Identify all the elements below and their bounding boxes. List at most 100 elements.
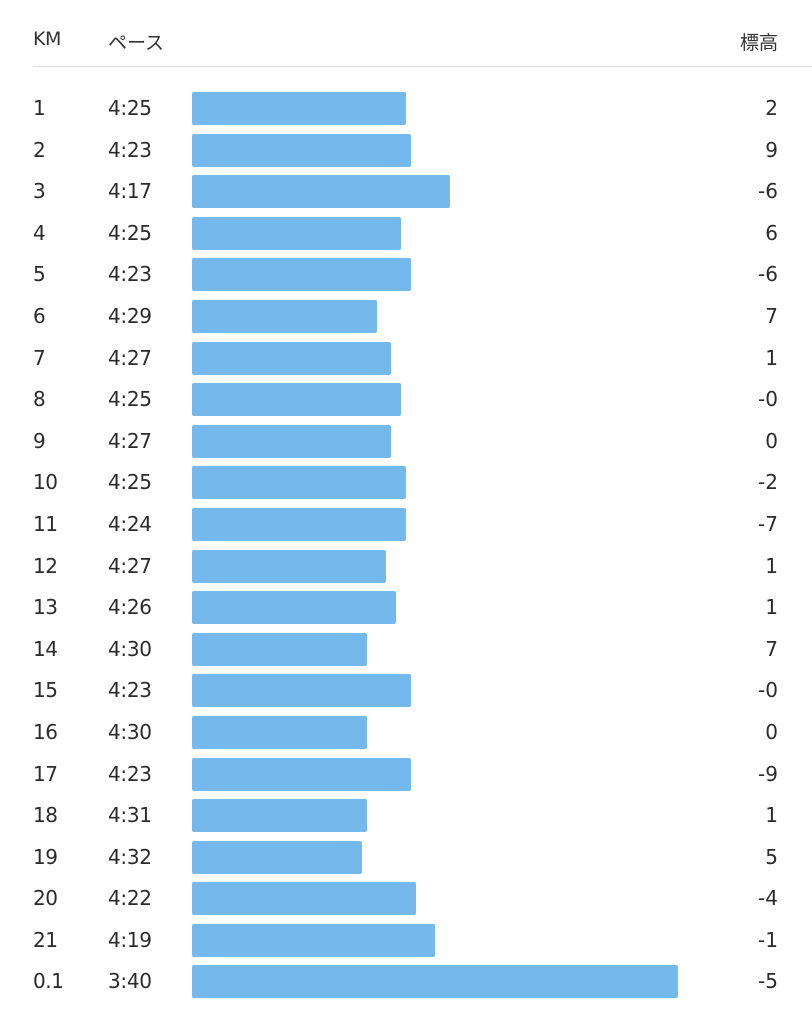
split-elevation: 7 (765, 303, 778, 328)
pace-bar (192, 674, 411, 708)
split-pace: 4:30 (108, 636, 152, 661)
split-row: 2 4:23 9 (0, 129, 812, 171)
split-pace: 4:19 (108, 927, 152, 952)
split-km: 16 (33, 719, 58, 744)
split-elevation: -1 (758, 927, 778, 952)
split-row: 19 4:32 5 (0, 836, 812, 878)
split-km: 15 (33, 678, 58, 703)
split-km: 13 (33, 595, 58, 620)
split-pace: 4:26 (108, 595, 152, 620)
split-km: 2 (33, 137, 46, 162)
split-row: 16 4:30 0 (0, 711, 812, 753)
header-divider (33, 66, 812, 67)
split-row: 15 4:23 -0 (0, 669, 812, 711)
split-pace: 4:23 (108, 678, 152, 703)
pace-bar (192, 133, 411, 167)
split-row: 1 4:25 2 (0, 87, 812, 129)
split-pace: 3:40 (108, 969, 152, 994)
split-row: 3 4:17 -6 (0, 170, 812, 212)
split-pace: 4:30 (108, 719, 152, 744)
pace-bar (192, 757, 411, 791)
split-elevation: -7 (758, 511, 778, 536)
split-row: 18 4:31 1 (0, 794, 812, 836)
split-elevation: 7 (765, 636, 778, 661)
pace-bar (192, 840, 362, 874)
split-km: 20 (33, 886, 58, 911)
split-elevation: 5 (765, 844, 778, 869)
km-column-header: KM (33, 28, 61, 50)
split-row: 6 4:29 7 (0, 295, 812, 337)
split-elevation: -5 (758, 969, 778, 994)
split-elevation: 1 (765, 553, 778, 578)
split-row: 11 4:24 -7 (0, 503, 812, 545)
split-elevation: 0 (765, 719, 778, 744)
split-elevation: 1 (765, 803, 778, 828)
pace-bar (192, 92, 406, 125)
split-elevation: 6 (765, 220, 778, 245)
pace-bar (192, 341, 391, 375)
split-row: 12 4:27 1 (0, 545, 812, 587)
split-elevation: -6 (758, 179, 778, 204)
split-km: 17 (33, 761, 58, 786)
split-pace: 4:22 (108, 886, 152, 911)
pace-bar (192, 424, 391, 458)
split-pace: 4:25 (108, 470, 152, 495)
pace-bar (192, 632, 367, 666)
split-km: 14 (33, 636, 58, 661)
splits-header: KM ペース 標高 (0, 0, 812, 67)
pace-bar (192, 923, 435, 957)
split-row: 8 4:25 -0 (0, 378, 812, 420)
split-km: 8 (33, 387, 46, 412)
split-row: 4 4:25 6 (0, 212, 812, 254)
split-km: 4 (33, 220, 46, 245)
pace-bar (192, 882, 416, 916)
split-pace: 4:24 (108, 511, 152, 536)
splits-list: 1 4:25 2 2 4:23 9 3 4:17 -6 4 4:25 6 5 4:23 -6 6 4:29 7 7 4… (0, 87, 812, 1002)
elevation-column-header: 標高 (739, 32, 778, 54)
split-elevation: -0 (758, 678, 778, 703)
split-elevation: -2 (758, 470, 778, 495)
split-row: 13 4:26 1 (0, 586, 812, 628)
split-km: 10 (33, 470, 58, 495)
pace-bar (192, 715, 367, 749)
split-pace: 4:27 (108, 553, 152, 578)
split-row: 20 4:22 -4 (0, 877, 812, 919)
pace-bar (192, 507, 406, 541)
split-row: 5 4:23 -6 (0, 253, 812, 295)
split-row: 0.1 3:40 -5 (0, 960, 812, 1002)
split-pace: 4:31 (108, 803, 152, 828)
split-row: 14 4:30 7 (0, 628, 812, 670)
split-pace: 4:25 (108, 387, 152, 412)
split-km: 18 (33, 803, 58, 828)
split-row: 10 4:25 -2 (0, 461, 812, 503)
pace-bar (192, 965, 678, 999)
split-pace: 4:25 (108, 220, 152, 245)
split-pace: 4:23 (108, 262, 152, 287)
pace-bar (192, 591, 396, 625)
pace-bar (192, 799, 367, 833)
split-km: 12 (33, 553, 58, 578)
split-elevation: -4 (758, 886, 778, 911)
split-elevation: 9 (765, 137, 778, 162)
pace-bar (192, 549, 386, 583)
split-row: 7 4:27 1 (0, 337, 812, 379)
split-pace: 4:25 (108, 96, 152, 120)
split-pace: 4:27 (108, 345, 152, 370)
split-elevation: 2 (765, 96, 778, 120)
split-km: 19 (33, 844, 58, 869)
split-km: 21 (33, 927, 58, 952)
split-pace: 4:27 (108, 428, 152, 453)
split-km: 1 (33, 96, 46, 120)
split-elevation: 1 (765, 595, 778, 620)
split-pace: 4:17 (108, 179, 152, 204)
pace-bar (192, 258, 411, 292)
pace-bar (192, 216, 401, 250)
split-elevation: -6 (758, 262, 778, 287)
split-elevation: -9 (758, 761, 778, 786)
split-pace: 4:32 (108, 844, 152, 869)
split-pace: 4:23 (108, 137, 152, 162)
split-row: 17 4:23 -9 (0, 753, 812, 795)
split-row: 21 4:19 -1 (0, 919, 812, 961)
split-km: 7 (33, 345, 46, 370)
split-pace: 4:29 (108, 303, 152, 328)
